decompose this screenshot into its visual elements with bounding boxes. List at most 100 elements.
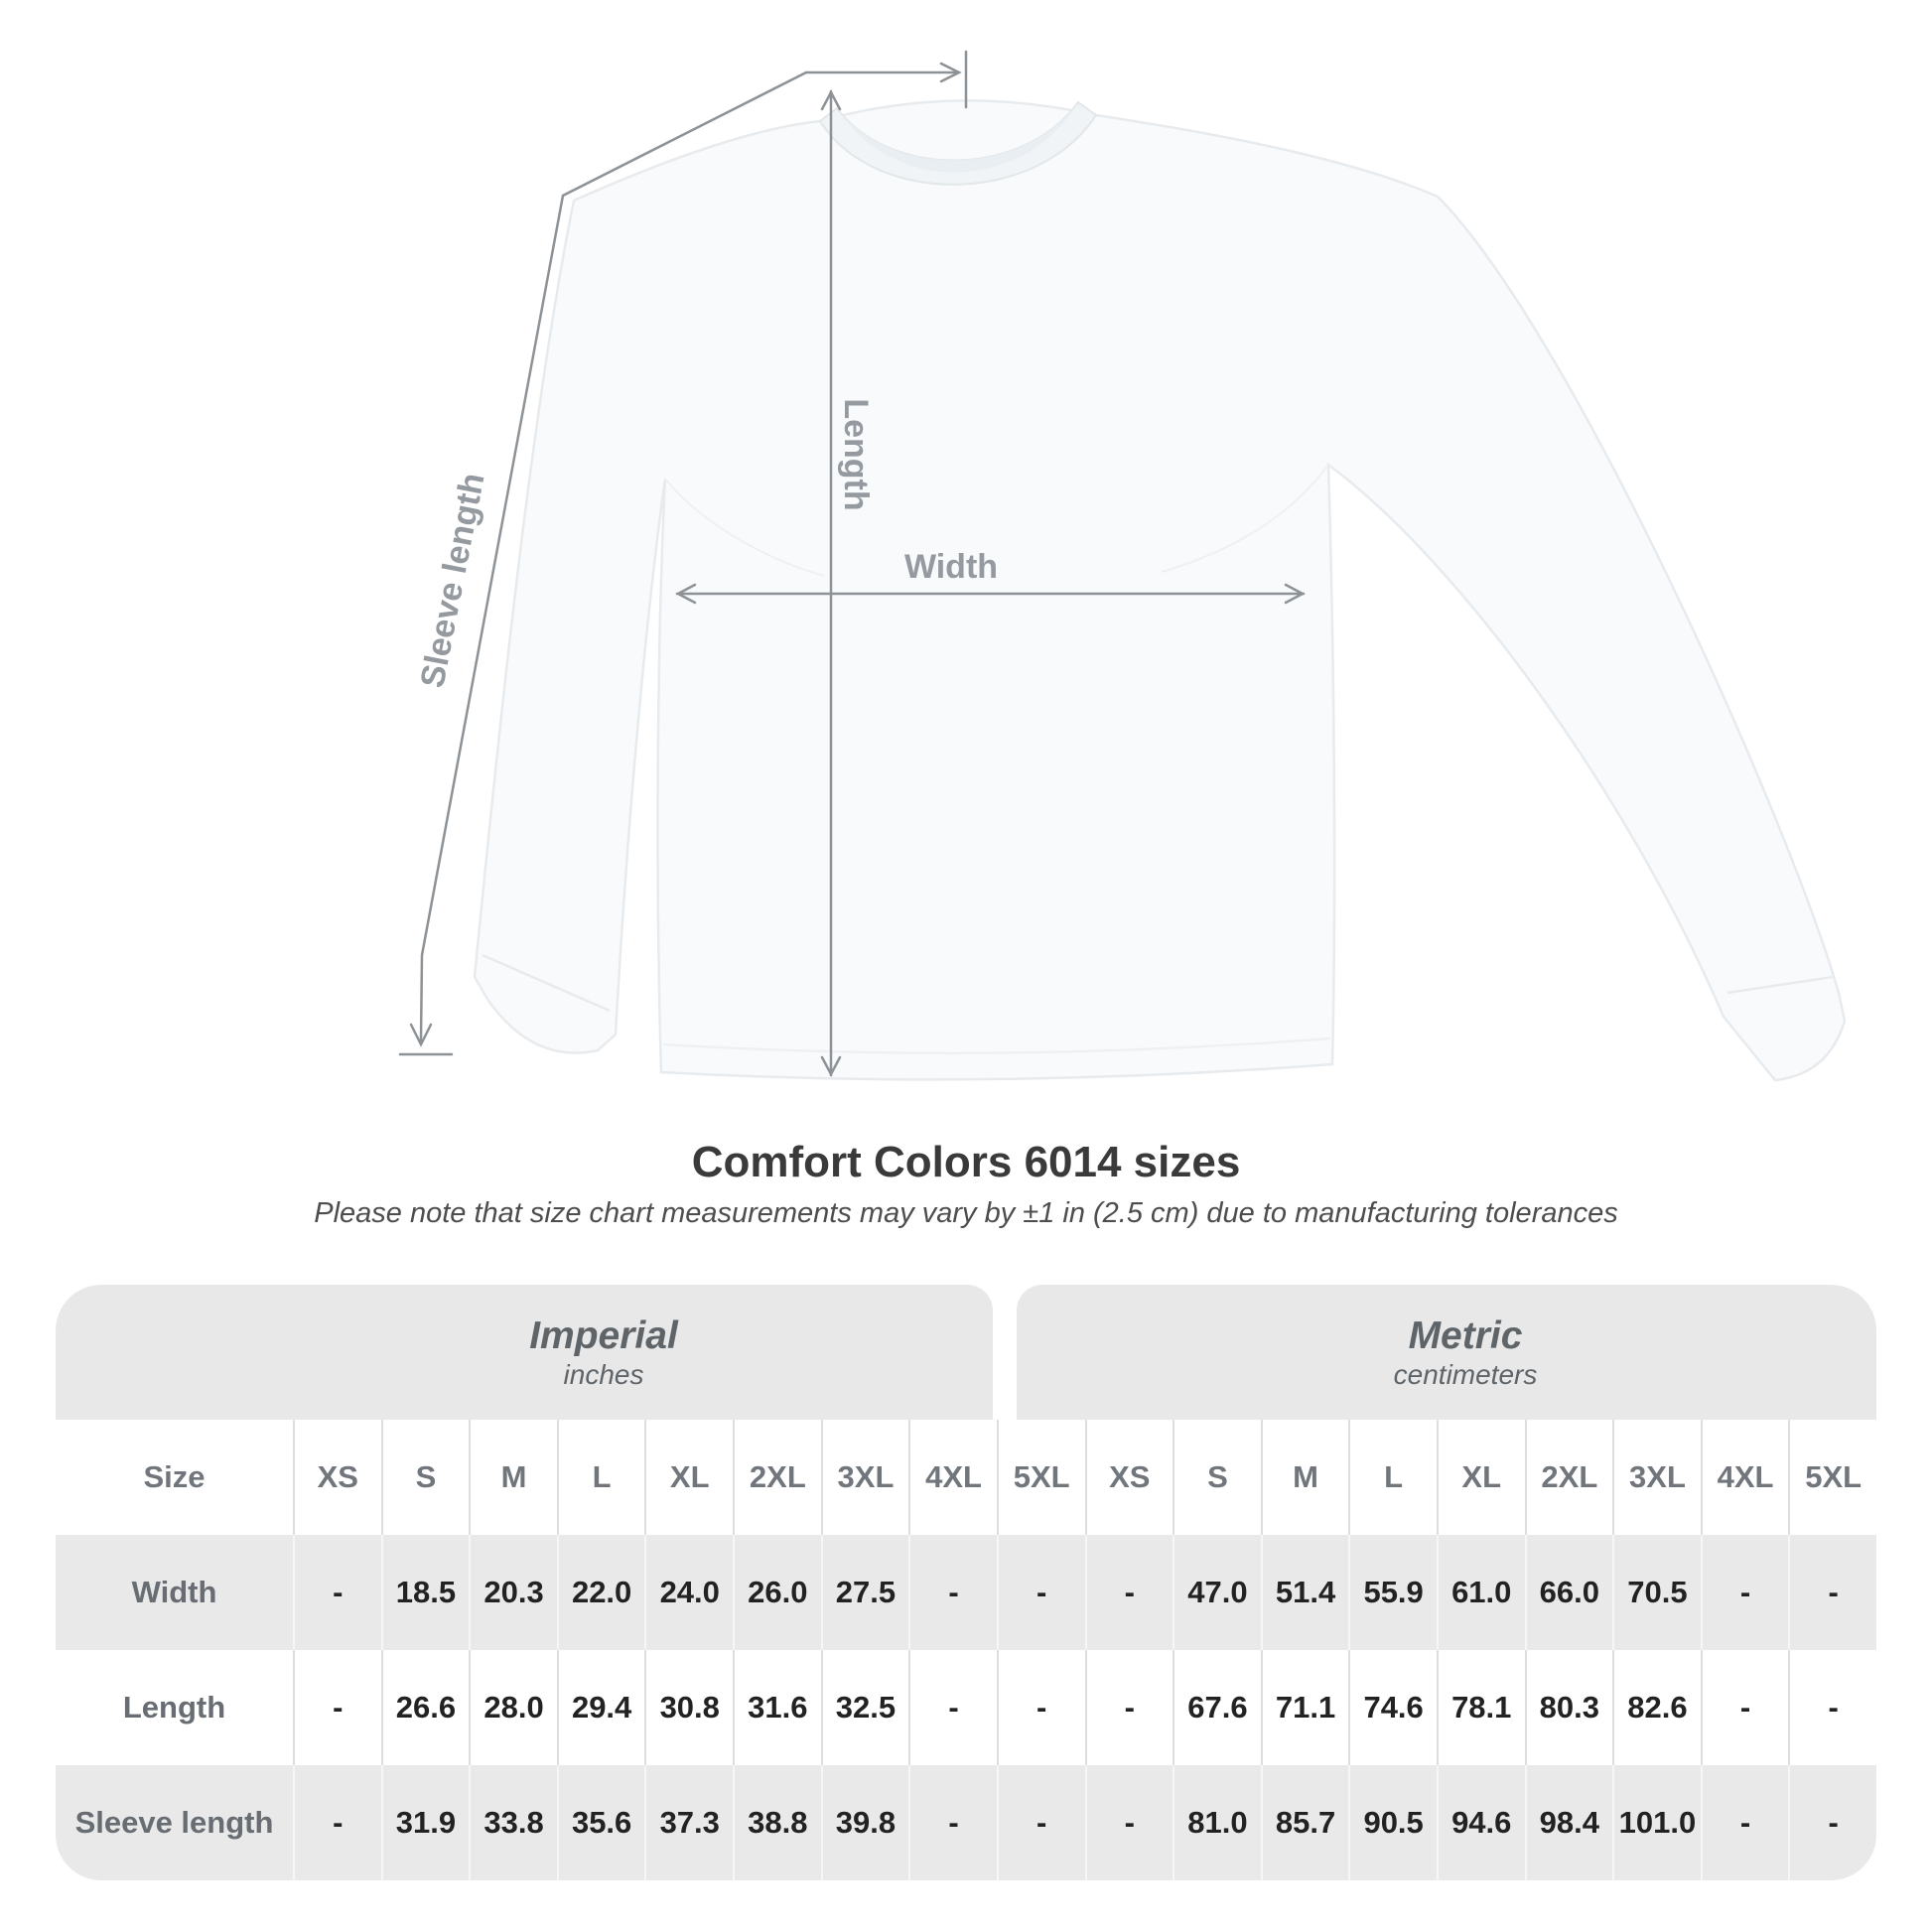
cell: -: [1084, 1650, 1173, 1765]
cell: -: [1084, 1535, 1173, 1650]
size-col-header: L: [556, 1420, 645, 1535]
cell: 24.0: [644, 1535, 733, 1650]
metric-header-block: [1017, 1285, 1876, 1420]
cell: -: [1788, 1535, 1876, 1650]
imperial-label: Imperial: [529, 1313, 678, 1357]
cell: -: [293, 1535, 381, 1650]
size-col-header: S: [380, 1420, 470, 1535]
size-col-header: XS: [1084, 1420, 1173, 1535]
size-table: Imperial inches Metric centimeters Size …: [56, 1285, 1876, 1880]
cell: 20.3: [469, 1535, 557, 1650]
cell: -: [996, 1650, 1085, 1765]
cell: 29.4: [556, 1650, 645, 1765]
cell: 80.3: [1524, 1650, 1613, 1765]
row-label: Sleeve length: [74, 1805, 274, 1840]
size-col-header: XL: [1436, 1420, 1525, 1535]
size-col-header: M: [1260, 1420, 1349, 1535]
size-col-header: 2XL: [733, 1420, 821, 1535]
cell: 90.5: [1348, 1765, 1437, 1880]
metric-label: Metric: [1408, 1313, 1523, 1357]
cell: 31.6: [733, 1650, 821, 1765]
imperial-header-block: [56, 1285, 993, 1420]
left-cuff-seam: [482, 953, 611, 1013]
table-row-width: Width - 18.5 20.3 22.0 24.0 26.0 27.5 - …: [56, 1535, 1876, 1650]
cell: 32.5: [820, 1650, 909, 1765]
cell: 74.6: [1348, 1650, 1437, 1765]
shirt-illustration: [473, 99, 1847, 1082]
metric-header: Metric centimeters: [1394, 1285, 1538, 1420]
cell: 28.0: [469, 1650, 557, 1765]
size-col-header: XS: [293, 1420, 381, 1535]
shirt-body: [473, 99, 1847, 1082]
length-line: [820, 89, 842, 1077]
metric-unit-label: centimeters: [1393, 1358, 1538, 1390]
cell: 39.8: [820, 1765, 909, 1880]
cell: -: [908, 1650, 997, 1765]
collar-reference-line: [804, 50, 968, 109]
cell: 35.6: [556, 1765, 645, 1880]
size-col-header: 3XL: [820, 1420, 909, 1535]
cell: 51.4: [1260, 1535, 1349, 1650]
cell: -: [293, 1765, 381, 1880]
cell: -: [1700, 1765, 1789, 1880]
page-title: Comfort Colors 6014 sizes: [691, 1138, 1241, 1186]
cell: 67.6: [1173, 1650, 1261, 1765]
cell: 38.8: [733, 1765, 821, 1880]
cell: -: [908, 1765, 997, 1880]
table-header: Imperial inches Metric centimeters: [56, 1285, 1876, 1420]
right-underarm-shade: [1161, 464, 1329, 573]
size-header-row: Size XS S M L XL 2XL 3XL 4XL 5XL XS S M …: [56, 1420, 1876, 1535]
cell: -: [293, 1650, 381, 1765]
size-col-header: 4XL: [1700, 1420, 1789, 1535]
table-row-sleeve-length: Sleeve length - 31.9 33.8 35.6 37.3 38.8…: [56, 1765, 1876, 1880]
cell: -: [996, 1535, 1085, 1650]
cell: -: [908, 1535, 997, 1650]
width-label: Width: [904, 548, 998, 586]
cell: 22.0: [556, 1535, 645, 1650]
size-col-header: S: [1173, 1420, 1261, 1535]
width-line: [675, 583, 1306, 605]
size-col-header: 4XL: [908, 1420, 997, 1535]
imperial-unit-label: inches: [563, 1358, 644, 1390]
cell: -: [1084, 1765, 1173, 1880]
table-row-length: Length - 26.6 28.0 29.4 30.8 31.6 32.5 -…: [56, 1650, 1876, 1765]
cell: 71.1: [1260, 1650, 1349, 1765]
size-col-header: XL: [644, 1420, 733, 1535]
cell: 26.6: [380, 1650, 470, 1765]
left-underarm-shade: [664, 478, 825, 577]
collar-inner-shadow: [837, 102, 1078, 173]
cell: 55.9: [1348, 1535, 1437, 1650]
hem-seam: [662, 1036, 1331, 1054]
sleeve-length-line: [398, 70, 808, 1056]
cell: 47.0: [1173, 1535, 1261, 1650]
cell: 81.0: [1173, 1765, 1261, 1880]
cell: 98.4: [1524, 1765, 1613, 1880]
cell: -: [1788, 1765, 1876, 1880]
cell: 27.5: [820, 1535, 909, 1650]
cell: 101.0: [1612, 1765, 1701, 1880]
cell: 82.6: [1612, 1650, 1701, 1765]
cell: 78.1: [1436, 1650, 1525, 1765]
size-col-header: M: [469, 1420, 557, 1535]
cell: 37.3: [644, 1765, 733, 1880]
cell: 33.8: [469, 1765, 557, 1880]
size-corner-cell: Size: [143, 1459, 206, 1494]
collar-band: [818, 100, 1098, 186]
right-cuff-seam: [1726, 975, 1834, 995]
size-col-header: L: [1348, 1420, 1437, 1535]
imperial-header: Imperial inches: [529, 1285, 678, 1420]
cell: 18.5: [380, 1535, 470, 1650]
cell: 30.8: [644, 1650, 733, 1765]
row-label: Width: [131, 1575, 217, 1609]
cell: 26.0: [733, 1535, 821, 1650]
size-col-header: 2XL: [1524, 1420, 1613, 1535]
cell: 66.0: [1524, 1535, 1613, 1650]
cell: -: [1788, 1650, 1876, 1765]
cell: 70.5: [1612, 1535, 1701, 1650]
cell: -: [996, 1765, 1085, 1880]
cell: 31.9: [380, 1765, 470, 1880]
row-label: Length: [122, 1690, 226, 1725]
cell: -: [1700, 1650, 1789, 1765]
cell: 61.0: [1436, 1535, 1525, 1650]
page-subtitle: Please note that size chart measurements…: [314, 1197, 1618, 1229]
